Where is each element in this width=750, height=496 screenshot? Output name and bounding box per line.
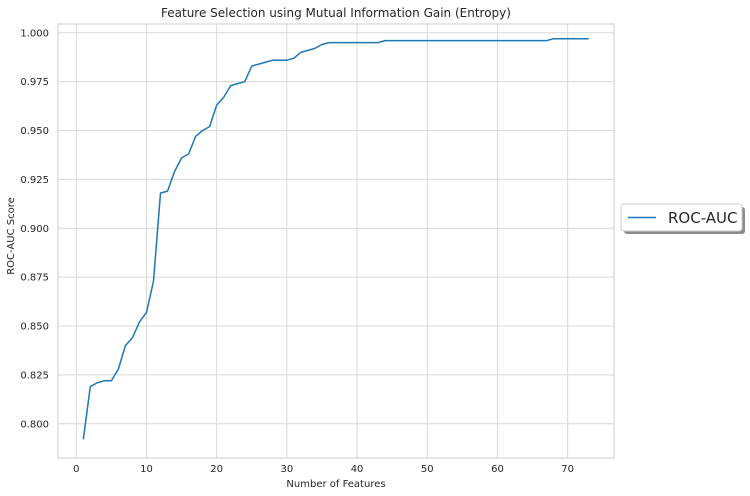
x-tick-label: 30 [280, 464, 293, 475]
legend: ROC-AUC [620, 203, 745, 234]
legend-box [620, 203, 743, 232]
y-tick-label: 0.800 [20, 419, 49, 430]
x-tick-label: 50 [421, 464, 434, 475]
x-tick-label: 20 [210, 464, 223, 475]
x-tick-label: 10 [140, 464, 153, 475]
x-tick-label: 40 [351, 464, 364, 475]
y-tick-label: 0.925 [20, 175, 49, 186]
y-tick-label: 0.900 [20, 224, 49, 235]
y-tick-label: 0.975 [20, 77, 49, 88]
y-tick-label: 0.950 [20, 126, 49, 137]
series-layer [82, 37, 589, 440]
x-tick-label: 0 [73, 464, 79, 475]
legend-entry-label: ROC-AUC [668, 209, 738, 227]
y-tick-label: 1.000 [20, 28, 49, 39]
chart-title: Feature Selection using Mutual Informati… [161, 6, 511, 20]
x-tick-label: 60 [491, 464, 504, 475]
y-tick-label: 0.825 [20, 370, 49, 381]
plot-area [57, 23, 615, 459]
y-axis-label: ROC-AUC Score [6, 197, 17, 275]
x-axis-label: Number of Features [286, 479, 385, 490]
y-tick-label: 0.850 [20, 322, 49, 333]
y-tick-label: 0.875 [20, 273, 49, 284]
grid [58, 24, 614, 458]
tick-labels: 0 10 20 30 40 50 60 70 0.800 0.825 0.850 0.875 0.900… [20, 28, 574, 475]
x-tick-label: 70 [561, 464, 574, 475]
series-line-roc-auc [82, 37, 589, 440]
